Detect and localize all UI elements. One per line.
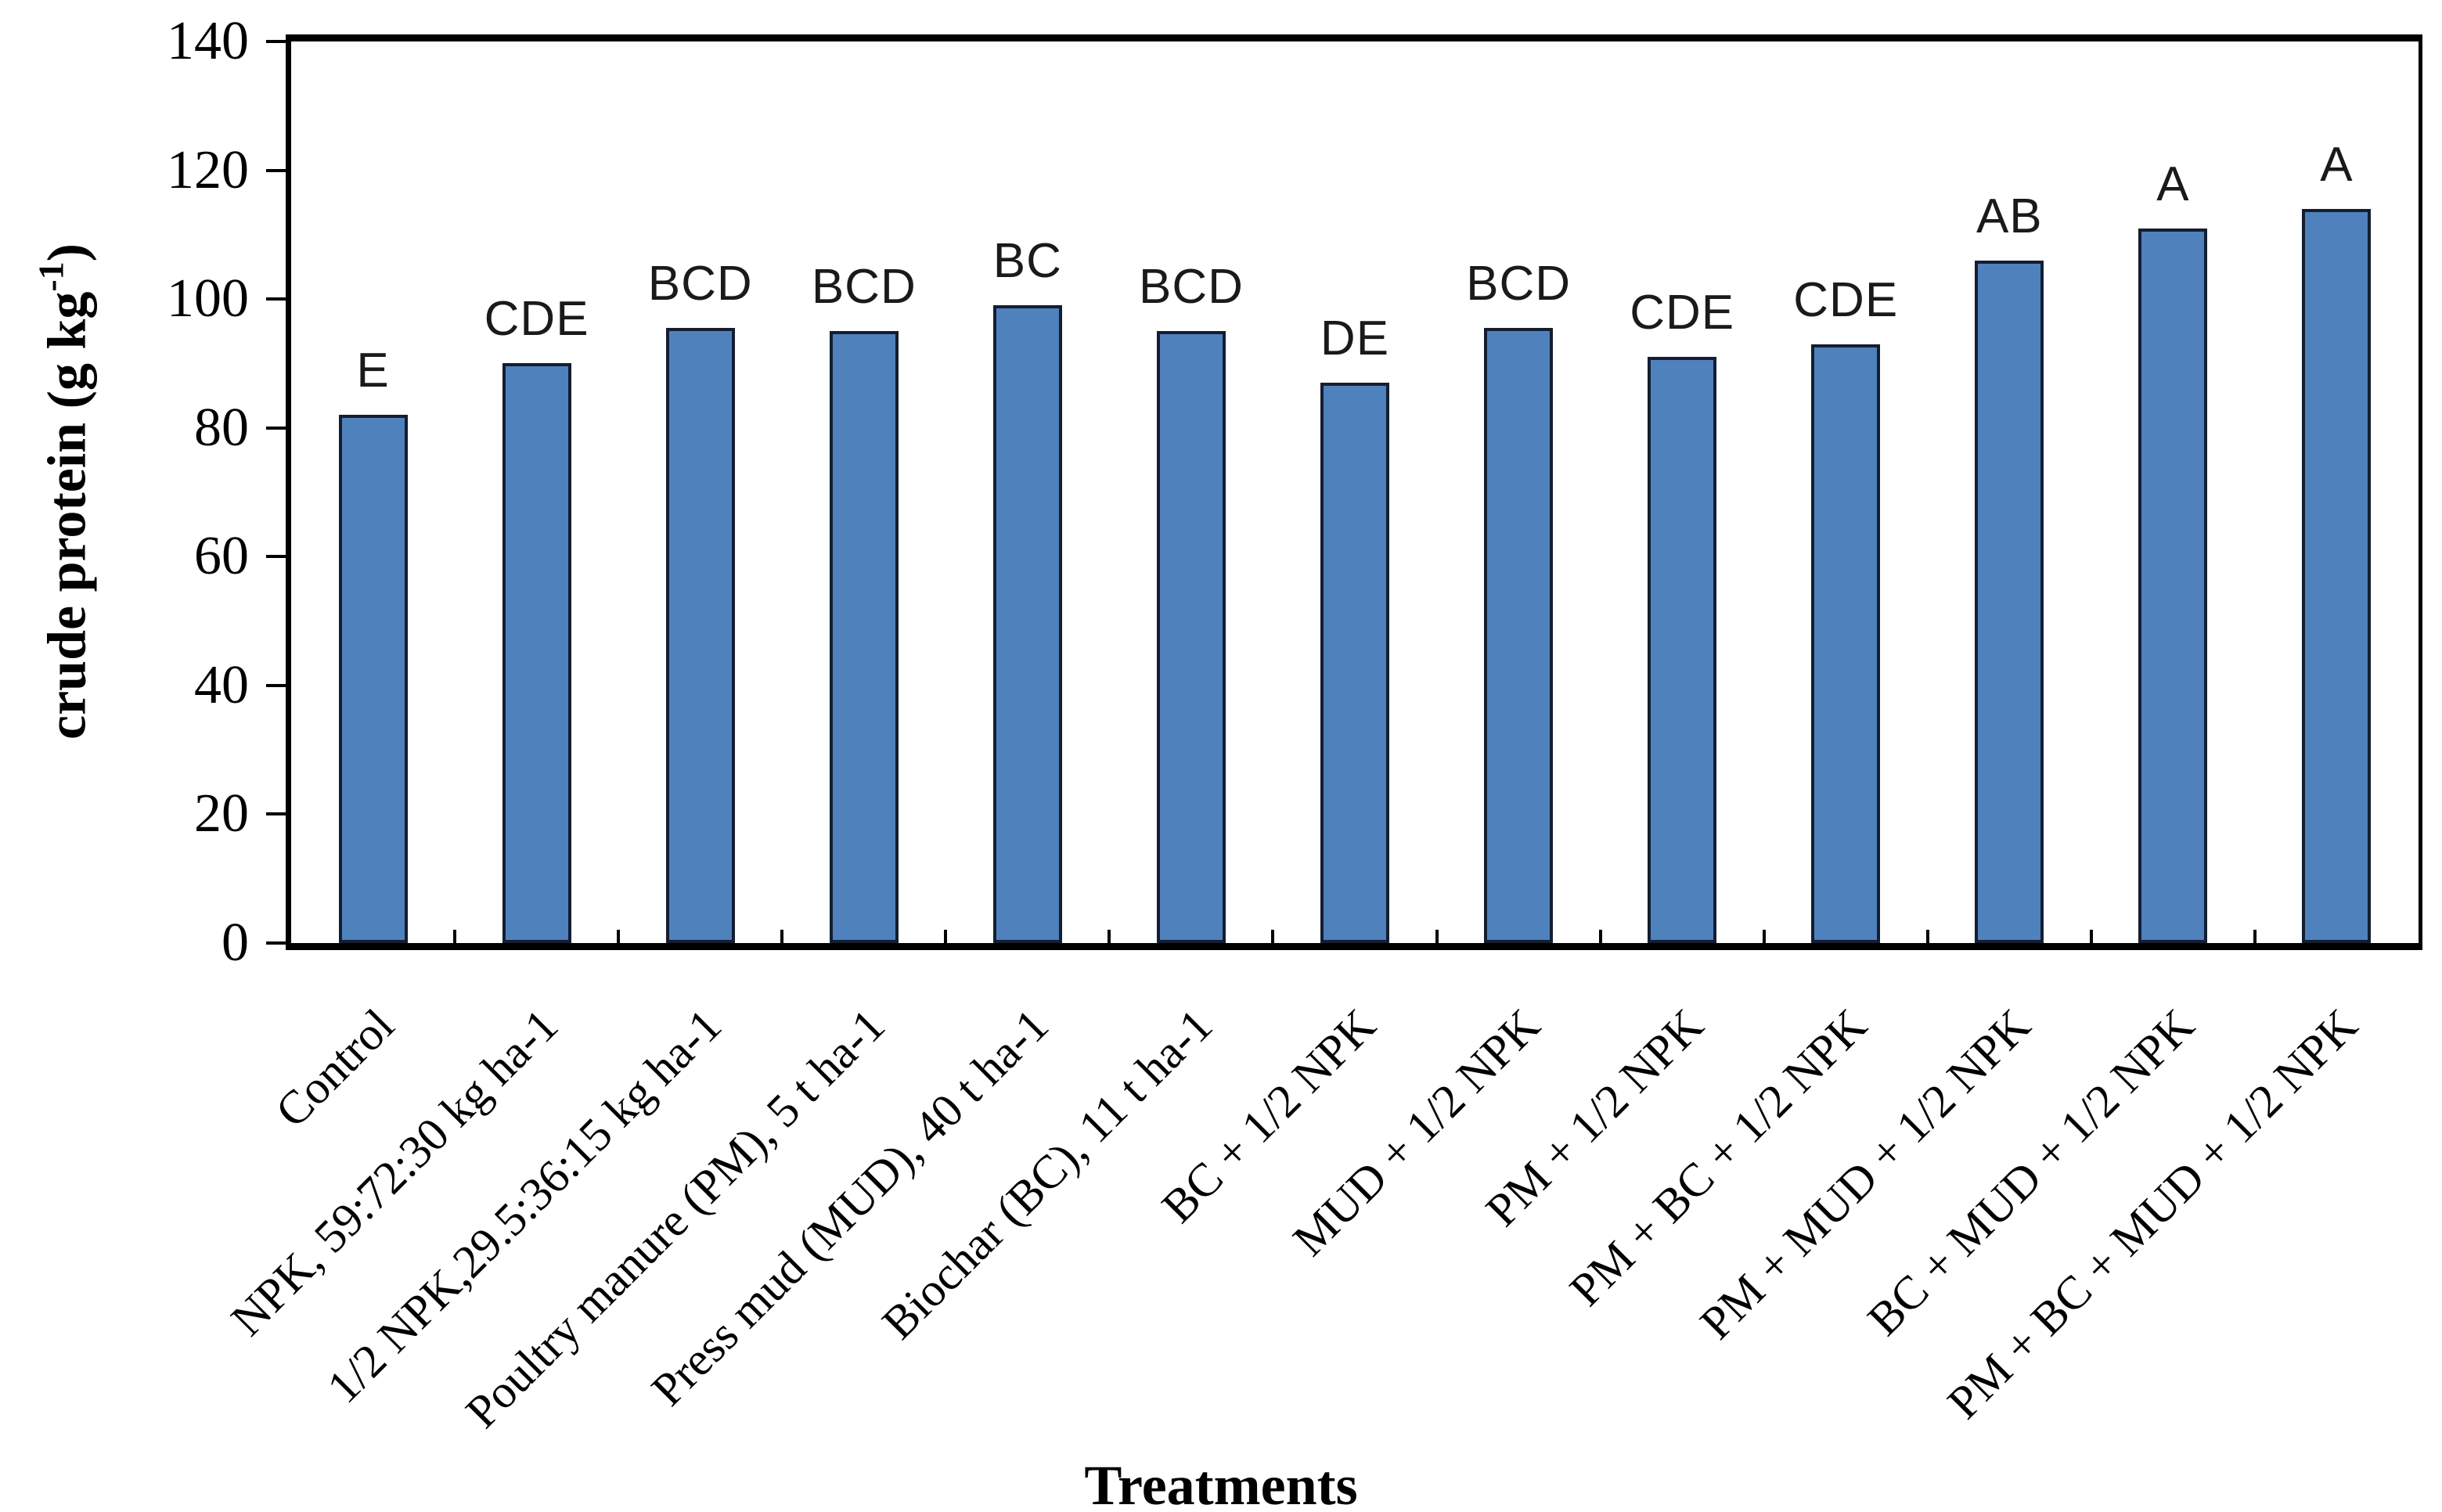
bar bbox=[1484, 328, 1554, 943]
y-tick-label: 120 bbox=[167, 139, 249, 200]
x-axis-tick bbox=[1271, 930, 1275, 943]
x-axis-tick bbox=[1435, 930, 1439, 943]
bar bbox=[829, 331, 899, 943]
y-axis-title-superscript: -1 bbox=[31, 261, 71, 292]
bar bbox=[1975, 260, 2044, 943]
x-axis-tick bbox=[780, 930, 784, 943]
y-axis-tick bbox=[266, 40, 287, 43]
y-axis-tick bbox=[266, 426, 287, 430]
y-axis-tick bbox=[266, 941, 287, 945]
significance-letter: BC bbox=[992, 234, 1062, 289]
x-axis-tick bbox=[1925, 930, 1929, 943]
bar bbox=[1811, 344, 1881, 943]
y-tick-label: 20 bbox=[194, 783, 249, 844]
x-axis-title: Treatments bbox=[1084, 1454, 1358, 1512]
significance-letter: BCD bbox=[1138, 260, 1244, 315]
y-tick-label: 60 bbox=[194, 526, 249, 587]
significance-letter: CDE bbox=[484, 292, 589, 347]
x-axis-tick bbox=[453, 930, 457, 943]
bar bbox=[665, 328, 735, 943]
bar bbox=[338, 415, 408, 943]
x-axis-tick bbox=[2089, 930, 2093, 943]
y-axis-title-close: ) bbox=[37, 243, 98, 262]
y-axis-tick bbox=[266, 168, 287, 172]
y-tick-label: 0 bbox=[222, 913, 249, 973]
bar bbox=[2302, 208, 2372, 943]
significance-letter: CDE bbox=[1630, 286, 1735, 340]
significance-letter: A bbox=[2156, 157, 2190, 211]
y-tick-label: 100 bbox=[167, 268, 249, 329]
significance-letter: BCD bbox=[811, 260, 917, 315]
x-axis-tick bbox=[2253, 930, 2257, 943]
y-axis-tick bbox=[266, 555, 287, 559]
significance-letter: E bbox=[356, 344, 390, 398]
y-axis-tick bbox=[266, 683, 287, 687]
plot-area bbox=[286, 34, 2422, 950]
bar bbox=[1320, 383, 1389, 943]
x-axis-tick bbox=[1598, 930, 1602, 943]
significance-letter: CDE bbox=[1793, 272, 1899, 327]
x-category-label: PM + BC + 1/2 NPK bbox=[1560, 999, 1877, 1316]
x-category-label: Biochar (BC), 11 t ha-1 bbox=[872, 999, 1223, 1349]
y-axis-tick bbox=[266, 297, 287, 301]
y-axis-title: crude protein (g kg-1) bbox=[31, 243, 98, 740]
x-category-label: BC + MUD + 1/2 NPK bbox=[1857, 999, 2204, 1345]
x-category-label: PM + MUD + 1/2 NPK bbox=[1690, 999, 2040, 1349]
bar bbox=[2138, 228, 2208, 943]
significance-letter: AB bbox=[1976, 189, 2043, 243]
bar bbox=[1648, 357, 1717, 943]
x-axis-tick bbox=[944, 930, 948, 943]
bar bbox=[502, 363, 571, 943]
significance-letter: BCD bbox=[647, 257, 753, 311]
y-tick-label: 40 bbox=[194, 654, 249, 715]
y-tick-label: 80 bbox=[194, 397, 249, 458]
bar bbox=[992, 305, 1062, 943]
y-axis-tick bbox=[266, 812, 287, 816]
x-category-label: Control bbox=[265, 999, 404, 1137]
x-axis-tick bbox=[1108, 930, 1111, 943]
significance-letter: BCD bbox=[1466, 257, 1572, 311]
significance-letter: DE bbox=[1320, 311, 1390, 366]
y-axis-title-main: crude protein (g kg bbox=[37, 291, 98, 740]
x-category-label: NPK, 59:72:30 kg ha-1 bbox=[221, 999, 567, 1346]
significance-letter: A bbox=[2320, 137, 2354, 192]
x-axis-tick bbox=[1762, 930, 1766, 943]
bar bbox=[1156, 331, 1226, 943]
y-tick-label: 140 bbox=[167, 11, 249, 71]
x-axis-tick bbox=[617, 930, 621, 943]
